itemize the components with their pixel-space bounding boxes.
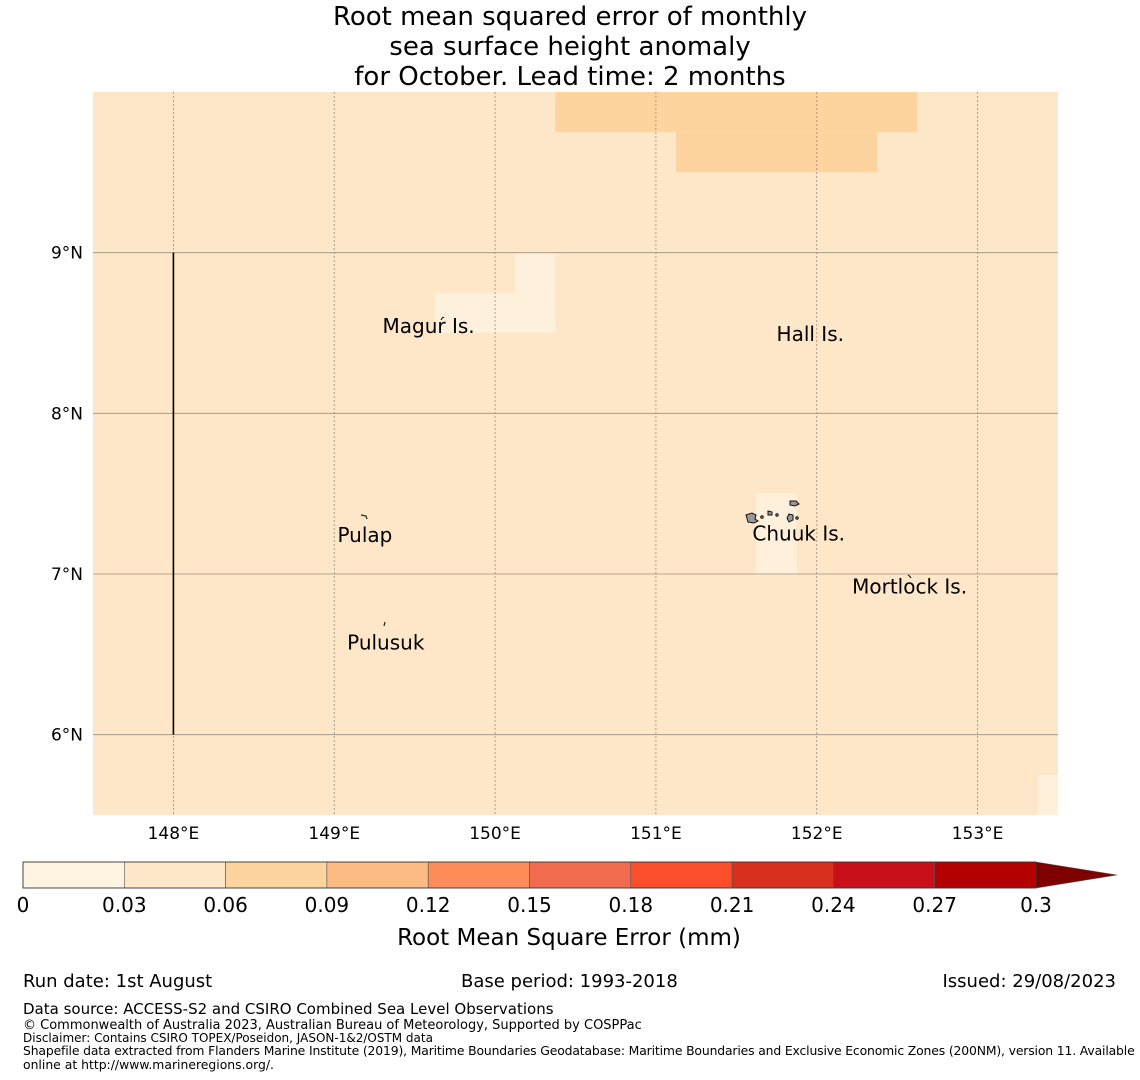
data-source: Data source: ACCESS-S2 and CSIRO Combine… [23,1000,554,1018]
colorbar-segment [731,861,834,889]
x-tick-label: 150°E [469,824,521,844]
colorbar-tick-label: 0.09 [305,893,350,917]
y-axis-ticks: 9°N 8°N 7°N 6°N [51,244,83,746]
colorbar-tick-label: 0.18 [609,893,654,917]
map-background [93,92,1058,815]
colorbar-tick-label: 0.21 [710,893,755,917]
colorbar-tick-label: 0.12 [406,893,451,917]
chuuk-island-shapes [745,500,800,524]
rmse-cell [1037,774,1058,815]
map-plot-area [93,92,1058,815]
shapefile-credit-line-1: Shapefile data extracted from Flanders M… [23,1043,1135,1058]
colorbar-tick-label: 0.03 [102,893,147,917]
title-line-1: Root mean squared error of monthly [332,2,808,32]
pulusuk-island-shape [383,621,386,627]
x-tick-label: 153°E [952,824,1004,844]
place-labels: Magur Is. Hall Is. Pulap Chuuk Is. Mortlock … [337,314,967,655]
colorbar-tick-label: 0.06 [203,893,248,917]
place-label: Hall Is. [777,322,844,346]
map-title: Root mean squared error of monthly sea s… [0,2,1140,92]
rmse-cell [555,92,918,133]
issued-date: Issued: 29/08/2023 [942,971,1116,992]
colorbar-segment [124,861,226,889]
colorbar-tick-label: 0.24 [811,893,856,917]
x-tick-label: 149°E [308,824,360,844]
x-tick-label: 151°E [630,824,682,844]
colorbar-label: Root Mean Square Error (mm) [397,925,741,951]
magur-island-shape [440,316,445,321]
y-tick-label: 8°N [51,404,83,424]
base-period: Base period: 1993-2018 [461,971,678,992]
colorbar-tick-label: 0.3 [1020,893,1052,917]
place-label: Chuuk Is. [752,521,845,545]
colorbar-segment [630,861,733,889]
mortlock-island-shape [907,574,912,579]
y-tick-label: 6°N [51,726,83,746]
pulap-island-shape [360,514,368,520]
y-tick-label: 7°N [51,565,83,585]
colorbar-extend-arrow [1035,861,1118,889]
colorbar-segment [934,861,1037,889]
colorbar-outline [22,861,1037,889]
rmse-cell [515,252,556,293]
colorbar-segment [326,861,429,889]
colorbar: 0 0.03 0.06 0.09 0.12 0.15 0.18 0.21 0.24 0.27 0.3 [17,861,1118,917]
place-label: Magur Is. [383,314,475,338]
run-date: Run date: 1st August [23,971,213,992]
rmse-cell [756,493,797,574]
place-label: Pulusuk [347,631,425,655]
place-label: Pulap [337,523,392,547]
title-line-2: sea surface height anomaly [389,32,751,62]
colorbar-segment [22,861,125,889]
colorbar-segment [427,861,530,889]
colorbar-tick-label: 0.27 [912,893,957,917]
colorbar-segment [225,861,328,889]
colorbar-tick-label: 0 [17,893,30,917]
copyright: © Commonwealth of Australia 2023, Austra… [23,1018,642,1033]
colorbar-segment [529,861,632,889]
x-tick-label: 152°E [791,824,843,844]
rmse-cell [676,132,878,173]
title-line-3: for October. Lead time: 2 months [354,62,786,92]
island-shapes [360,316,912,627]
disclaimer: Disclaimer: Contains CSIRO TOPEX/Poseido… [23,1031,433,1045]
place-label: Mortlock Is. [852,574,967,598]
shapefile-credit-line-2: online at http://www.marineregions.org/. [23,1057,274,1072]
x-axis-ticks: 148°E 149°E 150°E 151°E 152°E 153°E [148,824,1004,844]
y-tick-label: 9°N [51,244,83,264]
x-tick-label: 148°E [148,824,200,844]
colorbar-tick-label: 0.15 [507,893,552,917]
colorbar-segment [833,861,936,889]
